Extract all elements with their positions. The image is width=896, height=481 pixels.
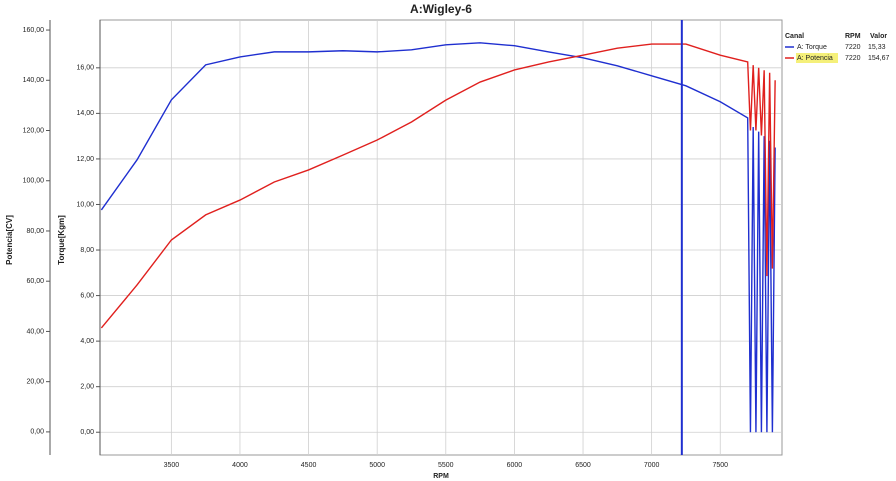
legend-label: A: Torque xyxy=(797,44,827,51)
y2-tick-label: 160,00 xyxy=(23,27,45,34)
x-tick-label: 4500 xyxy=(301,462,317,469)
y-tick-label: 2,00 xyxy=(80,384,94,391)
y2-tick-label: 60,00 xyxy=(26,278,44,285)
x-tick-label: 4000 xyxy=(232,462,248,469)
y-tick-label: 12,00 xyxy=(76,156,94,163)
x-tick-label: 6000 xyxy=(507,462,523,469)
legend-label: A: Potencia xyxy=(797,55,833,62)
y2-tick-label: 40,00 xyxy=(26,328,44,335)
series-line xyxy=(100,42,776,433)
x-tick-label: 5000 xyxy=(369,462,385,469)
legend-rpm: 7220 xyxy=(845,55,861,62)
y-tick-label: 4,00 xyxy=(80,338,94,345)
x-tick-label: 7500 xyxy=(712,462,728,469)
y-tick-label: 6,00 xyxy=(80,292,94,299)
x-tick-label: 3500 xyxy=(164,462,180,469)
legend-header: Valor xyxy=(870,33,887,40)
y-tick-label: 10,00 xyxy=(76,201,94,208)
legend-rpm: 7220 xyxy=(845,44,861,51)
y-tick-label: 8,00 xyxy=(80,247,94,254)
legend-header: RPM xyxy=(845,33,861,40)
plot-area xyxy=(99,19,783,456)
y2-tick-label: 120,00 xyxy=(23,127,45,134)
legend-value: 15,33 xyxy=(868,44,886,51)
x-tick-label: 6500 xyxy=(575,462,591,469)
y-axis-title: Torque[Kgm] xyxy=(57,215,66,265)
legend-value: 154,67 xyxy=(868,55,890,62)
y2-tick-label: 100,00 xyxy=(23,178,45,185)
legend-highlight xyxy=(796,53,838,63)
legend-header: Canal xyxy=(785,33,804,40)
y-tick-label: 16,00 xyxy=(76,65,94,72)
y-tick-label: 14,00 xyxy=(76,110,94,117)
x-axis-title: RPM xyxy=(433,473,449,480)
y2-axis-title: Potencia[CV] xyxy=(5,215,14,265)
x-tick-label: 5500 xyxy=(438,462,454,469)
x-tick-label: 7000 xyxy=(644,462,660,469)
y2-tick-label: 0,00 xyxy=(30,429,44,436)
y-tick-label: 0,00 xyxy=(80,429,94,436)
y2-tick-label: 20,00 xyxy=(26,379,44,386)
y2-tick-label: 140,00 xyxy=(23,77,45,84)
series-line xyxy=(100,43,776,329)
chart-title: A:Wigley-6 xyxy=(410,2,472,16)
y2-tick-label: 80,00 xyxy=(26,228,44,235)
